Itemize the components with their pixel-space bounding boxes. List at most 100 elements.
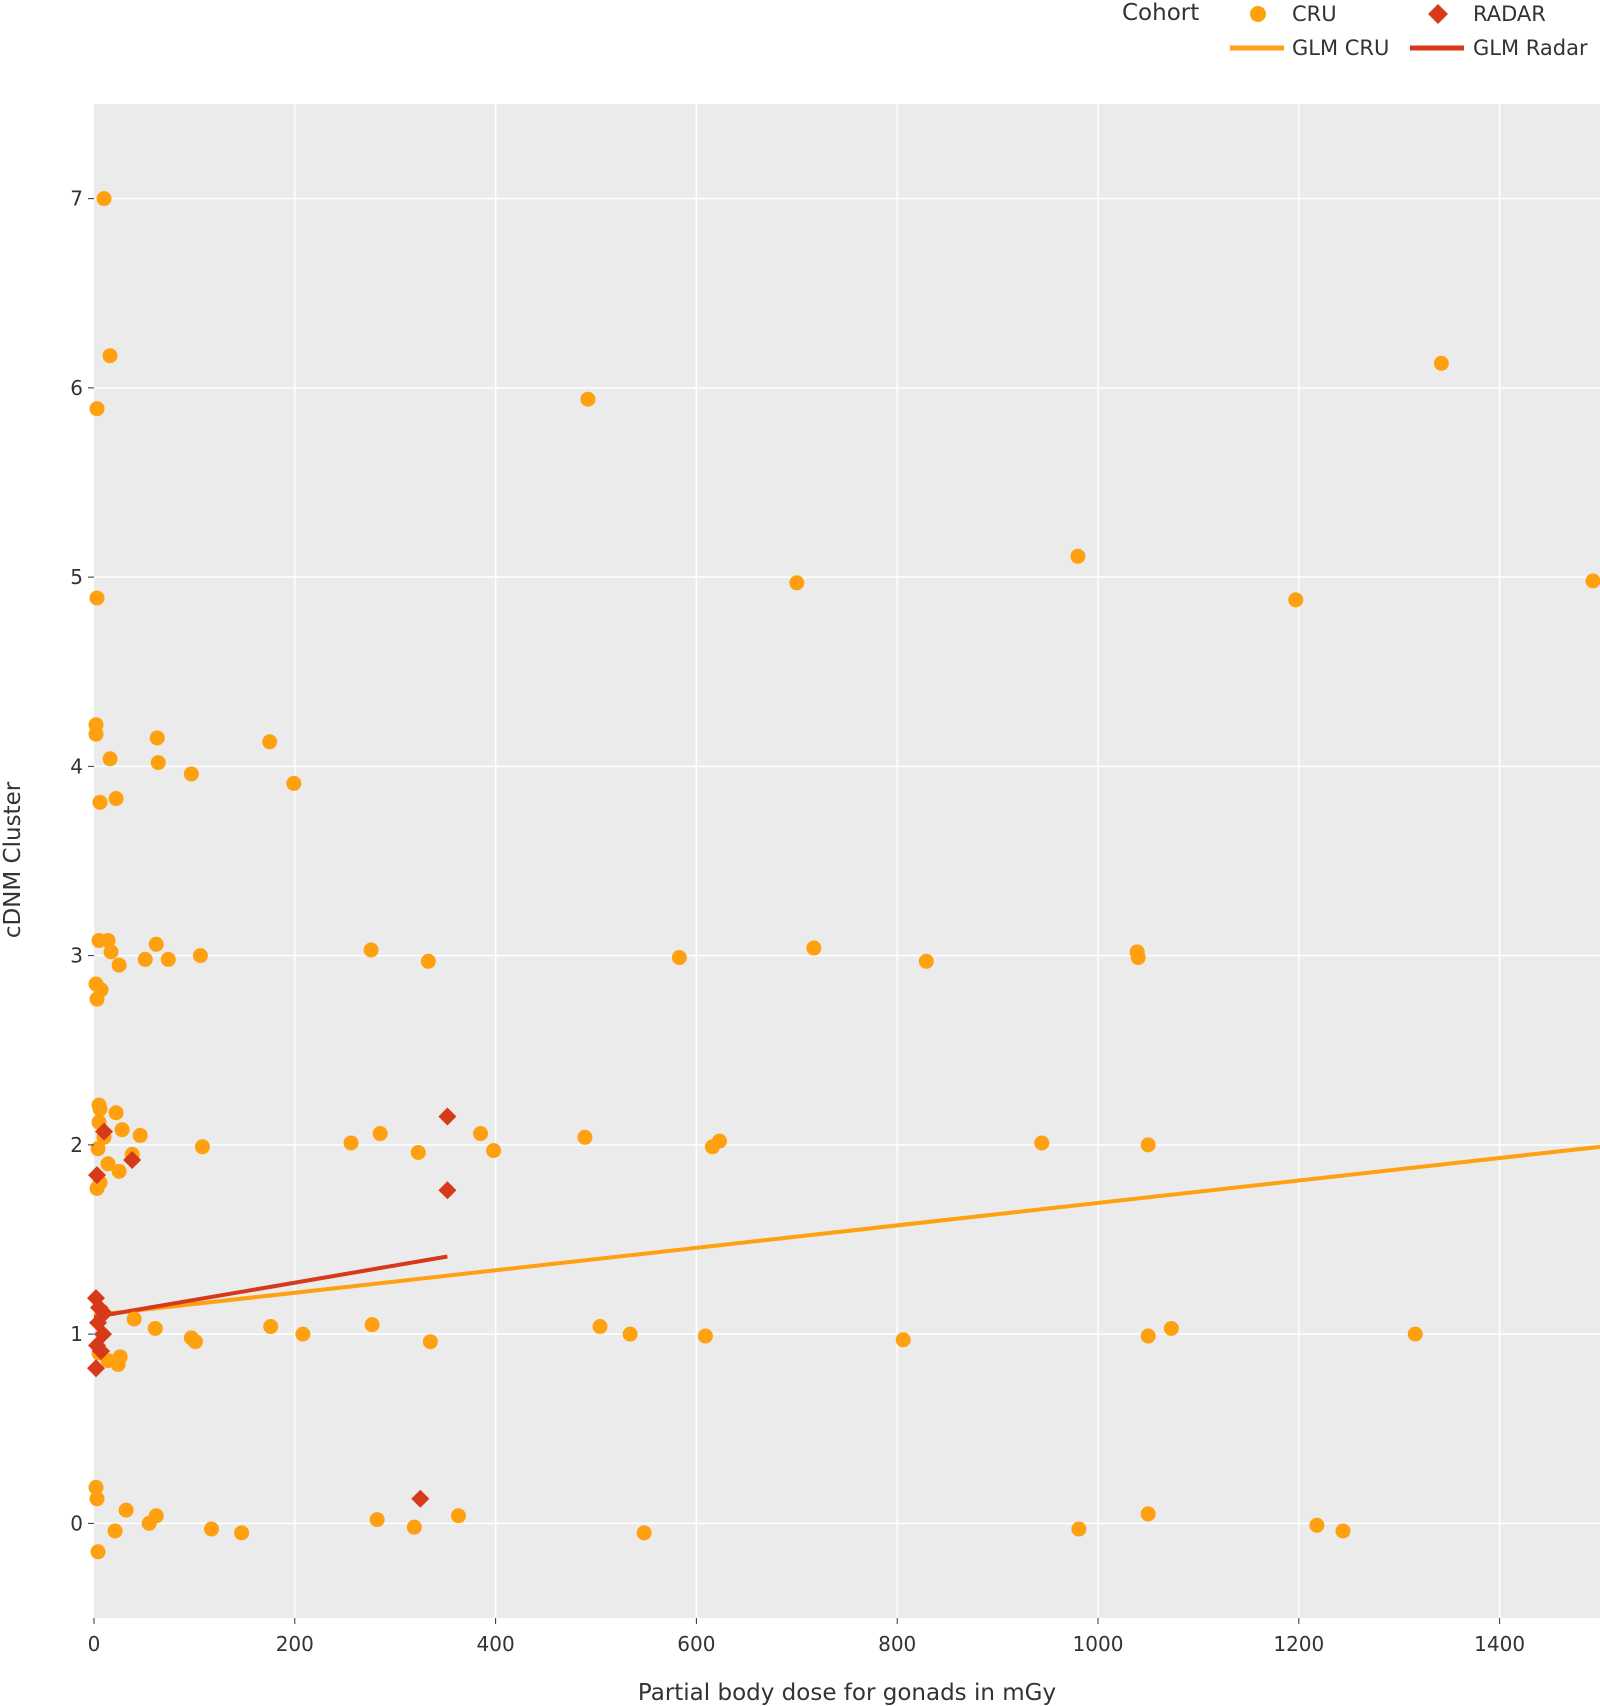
point-cru xyxy=(406,1519,422,1535)
fit-line-glm-cru xyxy=(93,1144,1600,1318)
point-cru xyxy=(90,1544,106,1560)
point-cru xyxy=(148,936,164,952)
point-cru xyxy=(100,1156,116,1172)
point-cru xyxy=(286,775,302,791)
legend-title: Cohort xyxy=(1122,0,1199,26)
x-tick-label: 1000 xyxy=(1073,1632,1124,1656)
point-cru xyxy=(89,1491,105,1507)
y-tick-label: 6 xyxy=(70,376,83,400)
point-cru xyxy=(369,1512,385,1528)
point-cru xyxy=(88,1479,104,1495)
x-tick-label: 1200 xyxy=(1273,1632,1324,1656)
plot-background xyxy=(94,104,1600,1618)
fit-lines xyxy=(93,1144,1600,1320)
point-cru xyxy=(364,1317,380,1333)
point-cru xyxy=(187,1334,203,1350)
point-cru xyxy=(422,1334,438,1350)
y-tick-label: 0 xyxy=(70,1511,83,1535)
point-cru xyxy=(577,1129,593,1145)
point-cru xyxy=(1288,592,1304,608)
point-cru xyxy=(137,951,153,967)
point-radar xyxy=(438,1107,457,1126)
point-cru xyxy=(372,1126,388,1142)
point-cru xyxy=(96,191,112,207)
y-tick-label: 5 xyxy=(70,565,83,589)
point-cru xyxy=(92,1101,108,1117)
point-cru xyxy=(114,1122,130,1138)
point-radar xyxy=(123,1151,142,1170)
point-cru xyxy=(89,1180,105,1196)
point-cru xyxy=(92,794,108,810)
y-tick-label: 4 xyxy=(70,754,83,778)
point-cru xyxy=(1335,1523,1351,1539)
x-tick-label: 0 xyxy=(88,1632,101,1656)
point-cru xyxy=(149,730,165,746)
point-radar xyxy=(95,1122,114,1141)
y-axis-label: cDNM Cluster xyxy=(0,781,26,938)
point-cru xyxy=(192,948,208,964)
point-radar xyxy=(92,1342,111,1361)
point-cru xyxy=(1140,1328,1156,1344)
point-cru xyxy=(103,944,119,960)
data-points xyxy=(87,191,1600,1560)
point-radar xyxy=(87,1359,106,1378)
point-cru xyxy=(262,734,278,750)
y-tick-label: 2 xyxy=(70,1133,83,1157)
point-cru xyxy=(160,951,176,967)
point-cru xyxy=(1163,1320,1179,1336)
point-cru xyxy=(1309,1517,1325,1533)
point-cru xyxy=(410,1144,426,1160)
point-cru xyxy=(89,590,105,606)
point-cru xyxy=(132,1127,148,1143)
point-cru xyxy=(363,942,379,958)
point-cru xyxy=(183,766,199,782)
legend-label-cru: CRU xyxy=(1292,2,1337,26)
point-cru xyxy=(1070,548,1086,564)
legend-marker-cru xyxy=(1250,6,1266,22)
legend-marker-radar xyxy=(1428,4,1448,24)
legend: Cohort CRU RADAR GLM CRU GLM Radar xyxy=(1122,0,1588,60)
legend-label-glm-radar: GLM Radar xyxy=(1473,36,1588,60)
point-cru xyxy=(111,957,127,973)
point-cru xyxy=(450,1508,466,1524)
point-cru xyxy=(697,1328,713,1344)
point-radar xyxy=(88,1166,107,1185)
point-cru xyxy=(147,1320,163,1336)
point-cru xyxy=(473,1126,489,1142)
x-tick-label: 800 xyxy=(878,1632,916,1656)
point-cru xyxy=(343,1135,359,1151)
y-tick-label: 1 xyxy=(70,1322,83,1346)
point-cru xyxy=(100,932,116,948)
point-cru xyxy=(1407,1326,1423,1342)
point-cru xyxy=(711,1133,727,1149)
point-cru xyxy=(1034,1135,1050,1151)
point-cru xyxy=(108,791,124,807)
point-cru xyxy=(1433,355,1449,371)
point-cru xyxy=(203,1521,219,1537)
point-cru xyxy=(1140,1506,1156,1522)
point-cru xyxy=(102,348,118,364)
point-cru xyxy=(1585,573,1600,589)
point-cru xyxy=(420,953,436,969)
legend-label-glm-cru: GLM CRU xyxy=(1292,36,1389,60)
y-tick-label: 7 xyxy=(70,187,83,211)
point-cru xyxy=(592,1319,608,1335)
point-cru xyxy=(486,1143,502,1159)
y-tick-label: 3 xyxy=(70,944,83,968)
gridlines xyxy=(94,104,1600,1618)
point-cru xyxy=(88,726,104,742)
point-cru xyxy=(89,991,105,1007)
point-cru xyxy=(102,751,118,767)
x-tick-label: 200 xyxy=(276,1632,314,1656)
point-cru xyxy=(1071,1521,1087,1537)
point-cru xyxy=(263,1319,279,1335)
point-cru xyxy=(806,940,822,956)
x-tick-label: 400 xyxy=(477,1632,515,1656)
axes: 0 200 400 600 800 1000 1200 1400 0 1 2 3 4 5 6 7 xyxy=(70,187,1525,1656)
point-cru xyxy=(295,1326,311,1342)
point-cru xyxy=(636,1525,652,1541)
point-cru xyxy=(671,950,687,966)
point-cru xyxy=(118,1502,134,1518)
point-cru xyxy=(90,1141,106,1157)
